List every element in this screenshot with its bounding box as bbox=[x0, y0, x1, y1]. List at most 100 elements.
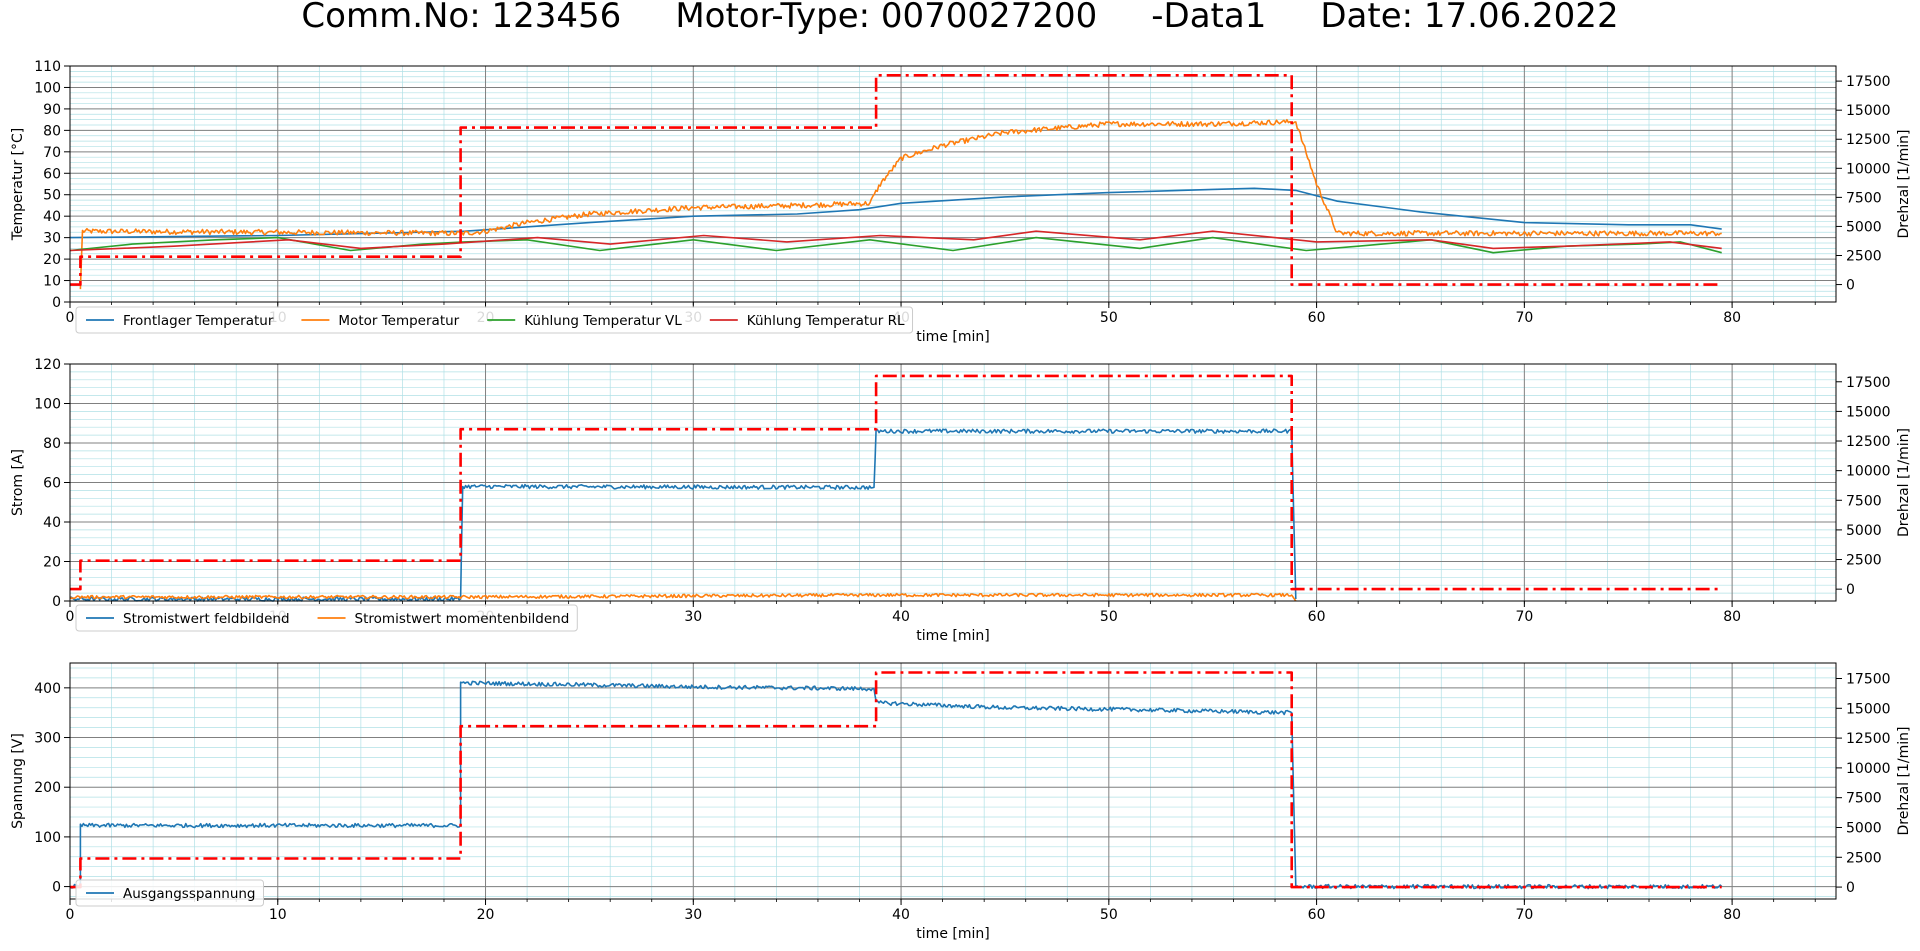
x-tick-label: 60 bbox=[1308, 310, 1326, 326]
series-line-k-hlung-temperatur-vl bbox=[69, 236, 1722, 254]
axes-frame bbox=[69, 65, 1837, 303]
y-tick-label: 50 bbox=[43, 188, 61, 204]
x-tick-label: 50 bbox=[1100, 609, 1118, 625]
y2-tick-label: 12500 bbox=[1846, 731, 1891, 747]
series-line-k-hlung-temperatur-rl bbox=[69, 230, 1722, 252]
x-tick-label: 0 bbox=[66, 907, 75, 923]
x-tick-label: 50 bbox=[1100, 907, 1118, 923]
x-tick-label: 30 bbox=[684, 609, 702, 625]
y-tick-label: 60 bbox=[43, 166, 61, 182]
y2-tick-label: 17500 bbox=[1846, 671, 1891, 687]
y-tick-label: 100 bbox=[34, 397, 61, 413]
y-tick-label: 70 bbox=[43, 145, 61, 161]
x-tick-label: 70 bbox=[1515, 609, 1533, 625]
series-line-stromistwert-feldbildend bbox=[69, 428, 1297, 602]
y-tick-label: 80 bbox=[43, 436, 61, 452]
legend-entry: Kühlung Temperatur RL bbox=[747, 313, 905, 329]
y-tick-label: 40 bbox=[43, 209, 61, 225]
x-tick-label: 60 bbox=[1308, 609, 1326, 625]
y2-axis-label: Drehzal [1/min] bbox=[1896, 727, 1912, 836]
y2-tick-label: 7500 bbox=[1846, 190, 1882, 206]
y2-axis-label: Drehzal [1/min] bbox=[1896, 428, 1912, 537]
x-tick-label: 80 bbox=[1723, 310, 1741, 326]
axes-frame bbox=[69, 662, 1837, 900]
legend-entry: Kühlung Temperatur VL bbox=[524, 313, 682, 329]
x-axis-label: time [min] bbox=[916, 628, 989, 644]
x-tick-label: 60 bbox=[1308, 907, 1326, 923]
series-line-drehzahl bbox=[70, 74, 1722, 286]
y2-tick-label: 0 bbox=[1846, 278, 1855, 294]
y2-tick-label: 7500 bbox=[1846, 791, 1882, 807]
y-tick-label: 30 bbox=[43, 231, 61, 247]
x-tick-label: 0 bbox=[66, 609, 75, 625]
y2-tick-label: 2500 bbox=[1846, 553, 1882, 569]
x-tick-label: 70 bbox=[1515, 310, 1533, 326]
legend-entry: Stromistwert feldbildend bbox=[123, 611, 290, 627]
grid bbox=[69, 663, 1836, 899]
series-line-frontlager-temperatur bbox=[69, 187, 1722, 239]
x-tick-label: 80 bbox=[1723, 609, 1741, 625]
y2-tick-label: 12500 bbox=[1846, 132, 1891, 148]
legend-entry: Stromistwert momentenbildend bbox=[355, 611, 570, 627]
y-tick-label: 100 bbox=[34, 830, 61, 846]
y2-tick-label: 12500 bbox=[1846, 434, 1891, 450]
x-tick-label: 0 bbox=[66, 310, 75, 326]
legend-entry: Motor Temperatur bbox=[338, 313, 459, 329]
series-line-motor-temperatur bbox=[79, 118, 1722, 290]
legend: Stromistwert feldbildend Stromistwert mom… bbox=[75, 604, 578, 632]
grid bbox=[69, 65, 1836, 303]
y-tick-label: 90 bbox=[43, 102, 61, 118]
chart-panel-2: 0102030405060708002040608010012002500500… bbox=[10, 357, 1912, 644]
y-tick-label: 80 bbox=[43, 123, 61, 139]
y-tick-label: 300 bbox=[34, 731, 61, 747]
legend-box bbox=[75, 879, 264, 907]
y-axis-label: Strom [A] bbox=[10, 449, 26, 516]
y-tick-label: 120 bbox=[34, 357, 61, 373]
y2-tick-label: 15000 bbox=[1846, 404, 1891, 420]
y2-tick-label: 2500 bbox=[1846, 248, 1882, 264]
y-tick-label: 200 bbox=[34, 780, 61, 796]
y-tick-label: 10 bbox=[43, 274, 61, 290]
series-line-drehzahl bbox=[70, 374, 1722, 591]
y-tick-label: 110 bbox=[34, 59, 61, 75]
series-line-drehzahl bbox=[70, 671, 1722, 889]
y2-tick-label: 5000 bbox=[1846, 219, 1882, 235]
series-line-stromistwert-momentenbildend bbox=[69, 592, 1297, 602]
grid bbox=[69, 363, 1836, 602]
x-axis-label: time [min] bbox=[916, 329, 989, 345]
legend-entry: Frontlager Temperatur bbox=[123, 313, 274, 329]
y2-tick-label: 0 bbox=[1846, 582, 1855, 598]
y-tick-label: 40 bbox=[43, 515, 61, 531]
legend-entry: Ausgangsspannung bbox=[123, 886, 256, 902]
y2-tick-label: 7500 bbox=[1846, 493, 1882, 509]
y-tick-label: 20 bbox=[43, 252, 61, 268]
y2-tick-label: 10000 bbox=[1846, 464, 1891, 480]
y-axis-label: Spannung [V] bbox=[10, 733, 26, 829]
series-line-ausgangsspannung bbox=[69, 680, 1723, 890]
legend: Frontlager Temperatur Motor Temperatur Küh… bbox=[75, 306, 914, 334]
y-tick-label: 400 bbox=[34, 681, 61, 697]
y2-tick-label: 5000 bbox=[1846, 820, 1882, 836]
x-axis-label: time [min] bbox=[916, 926, 989, 942]
y-axis-label: Temperatur [°C] bbox=[10, 128, 26, 242]
y-tick-label: 100 bbox=[34, 80, 61, 96]
chart-panel-3: 0 10 20 30 40 50 60 70 80 0 100 200 300 400 0 2500 5000 7… bbox=[10, 662, 1912, 942]
x-tick-label: 70 bbox=[1515, 907, 1533, 923]
x-tick-label: 10 bbox=[269, 907, 287, 923]
y-tick-label: 0 bbox=[52, 295, 61, 311]
y2-tick-label: 10000 bbox=[1846, 161, 1891, 177]
y-tick-label: 0 bbox=[52, 594, 61, 610]
figure-title: Comm.No: 123456 Motor-Type: 0070027200 -… bbox=[301, 0, 1619, 36]
x-tick-label: 20 bbox=[477, 907, 495, 923]
x-tick-label: 40 bbox=[892, 907, 910, 923]
y2-tick-label: 15000 bbox=[1846, 103, 1891, 119]
x-tick-label: 30 bbox=[684, 907, 702, 923]
y2-tick-label: 17500 bbox=[1846, 375, 1891, 391]
x-tick-label: 40 bbox=[892, 609, 910, 625]
y2-tick-label: 15000 bbox=[1846, 701, 1891, 717]
chart-panel-1: 0102030405060708001020304050607080901001… bbox=[10, 59, 1912, 345]
y-tick-label: 0 bbox=[52, 880, 61, 896]
y-tick-label: 60 bbox=[43, 476, 61, 492]
y2-tick-label: 5000 bbox=[1846, 523, 1882, 539]
